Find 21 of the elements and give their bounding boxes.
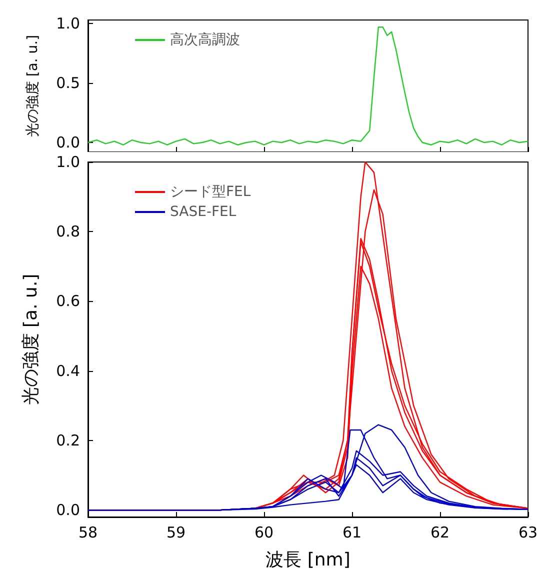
legend-label: 高次高調波: [170, 32, 240, 48]
y-tick-label: 1.0: [56, 14, 80, 33]
x-tick-label: 60: [254, 524, 274, 542]
y-tick-label: 0.0: [56, 501, 80, 520]
legend-label: SASE-FEL: [170, 204, 236, 220]
legend-label: シード型FEL: [170, 184, 251, 200]
x-tick-label: 58: [78, 524, 98, 542]
x-tick-label: 63: [518, 524, 538, 542]
y-axis-title: 光の強度 [a. u.]: [25, 34, 41, 138]
x-tick-label: 59: [166, 524, 186, 542]
y-tick-label: 0.6: [56, 292, 80, 310]
y-tick-label: 0.0: [56, 133, 80, 152]
y-tick-label: 0.8: [56, 222, 80, 241]
y-tick-label: 0.5: [56, 74, 80, 92]
y-tick-label: 1.0: [56, 153, 80, 171]
x-tick-label: 62: [430, 524, 450, 542]
y-tick-label: 0.2: [56, 431, 80, 450]
y-tick-label: 0.4: [56, 362, 80, 380]
y-axis-title: 光の強度 [a. u.]: [20, 274, 42, 406]
x-axis-title: 波長 [nm]: [266, 550, 350, 570]
x-tick-label: 61: [342, 524, 362, 542]
